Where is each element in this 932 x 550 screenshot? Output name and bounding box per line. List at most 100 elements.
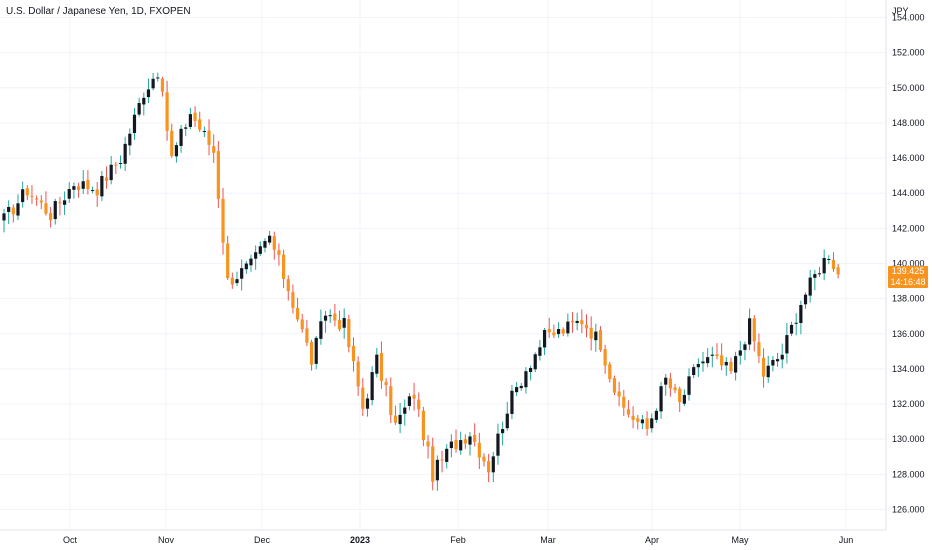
candle-body <box>734 356 738 373</box>
candle-body <box>272 236 276 250</box>
candle-body <box>62 200 67 205</box>
candle-body <box>789 324 794 334</box>
time-tick-label: Mar <box>540 535 556 545</box>
candle-body <box>216 151 220 199</box>
candle-body <box>519 385 523 389</box>
candle-body <box>645 418 649 429</box>
candle-body <box>831 260 836 270</box>
price-tick-label: 144.000 <box>892 188 925 198</box>
candle-body <box>659 386 663 412</box>
candle-body <box>286 279 290 292</box>
candle-body <box>715 354 719 357</box>
bar-countdown: 14:16:48 <box>890 277 926 287</box>
candle-body <box>295 308 300 320</box>
candle-body <box>822 257 826 274</box>
candle-body <box>361 387 365 409</box>
candle-body <box>244 263 248 270</box>
candle-body <box>463 439 467 444</box>
candle-body <box>365 398 370 409</box>
candle-body <box>58 202 62 204</box>
candle-body <box>309 342 314 365</box>
candle-body <box>547 329 551 333</box>
candle-body <box>477 442 481 458</box>
candle-body <box>118 163 123 165</box>
candle-body <box>766 365 770 378</box>
candle-body <box>533 354 537 370</box>
candle-body <box>398 414 402 425</box>
candle-body <box>49 212 53 221</box>
price-tick-label: 138.000 <box>892 294 925 304</box>
price-tick-label: 134.000 <box>892 364 925 374</box>
time-axis: Oct Nov Dec 2023 Feb Mar Apr May Jun <box>63 535 853 545</box>
candle-body <box>53 201 57 220</box>
candle-body <box>240 268 244 279</box>
candle-body <box>86 179 90 189</box>
candle-body <box>598 330 603 350</box>
candle-body <box>142 97 146 105</box>
candle-body <box>664 377 668 385</box>
time-tick-label: Nov <box>158 535 175 545</box>
candle-body <box>496 433 500 456</box>
candle-body <box>95 189 99 196</box>
grid-lines <box>0 0 886 530</box>
candle-body <box>692 367 696 376</box>
price-tick-label: 136.000 <box>892 329 925 339</box>
candle-body <box>542 330 547 348</box>
candle-body <box>748 318 752 345</box>
candle-body <box>379 353 384 381</box>
candle-body <box>300 319 304 330</box>
candle-body <box>552 332 556 336</box>
candle-body <box>501 429 505 434</box>
price-tick-label: 152.000 <box>892 48 925 58</box>
price-tick-label: 140.000 <box>892 258 925 268</box>
price-tick-label: 148.000 <box>892 118 925 128</box>
candle-body <box>165 92 169 131</box>
candle-body <box>221 198 225 243</box>
candle-body <box>39 200 43 203</box>
candle-body <box>44 203 48 214</box>
candle-body <box>7 206 11 212</box>
candle-body <box>417 399 421 410</box>
candle-body <box>333 313 337 321</box>
candle-body <box>146 89 151 98</box>
candle-body <box>827 258 831 260</box>
candle-body <box>2 213 6 221</box>
candle-body <box>566 321 570 334</box>
candle-body <box>407 396 412 406</box>
candles <box>2 72 840 491</box>
candle-body <box>813 274 817 278</box>
candle-body <box>403 407 407 414</box>
candle-body <box>128 133 132 146</box>
candle-body <box>342 318 346 328</box>
candle-body <box>347 319 351 348</box>
candle-body <box>561 329 565 334</box>
candle-body <box>738 350 742 356</box>
price-tick-label: 128.000 <box>892 469 925 479</box>
candle-body <box>673 387 677 391</box>
candle-body <box>230 277 234 285</box>
candle-body <box>785 335 789 354</box>
candle-body <box>724 361 728 366</box>
candle-body <box>743 344 747 350</box>
time-tick-label: 2023 <box>350 535 370 545</box>
candle-body <box>640 419 645 424</box>
candle-body <box>710 354 714 356</box>
candle-body <box>137 103 141 115</box>
candle-body <box>575 320 579 324</box>
candle-body <box>603 349 607 366</box>
candle-body <box>160 78 165 92</box>
candle-body <box>761 357 766 377</box>
candle-body <box>729 361 733 372</box>
candle-body <box>510 390 514 414</box>
candle-body <box>650 418 654 429</box>
candle-body <box>771 359 775 366</box>
candle-body <box>799 305 803 324</box>
candle-body <box>319 321 323 339</box>
candle-body <box>72 186 76 190</box>
candle-body <box>631 416 635 420</box>
candle-body <box>580 320 584 325</box>
candle-body <box>291 292 295 308</box>
candle-body <box>701 361 705 364</box>
currency-label: JPY <box>892 6 909 16</box>
candle-body <box>188 114 192 127</box>
